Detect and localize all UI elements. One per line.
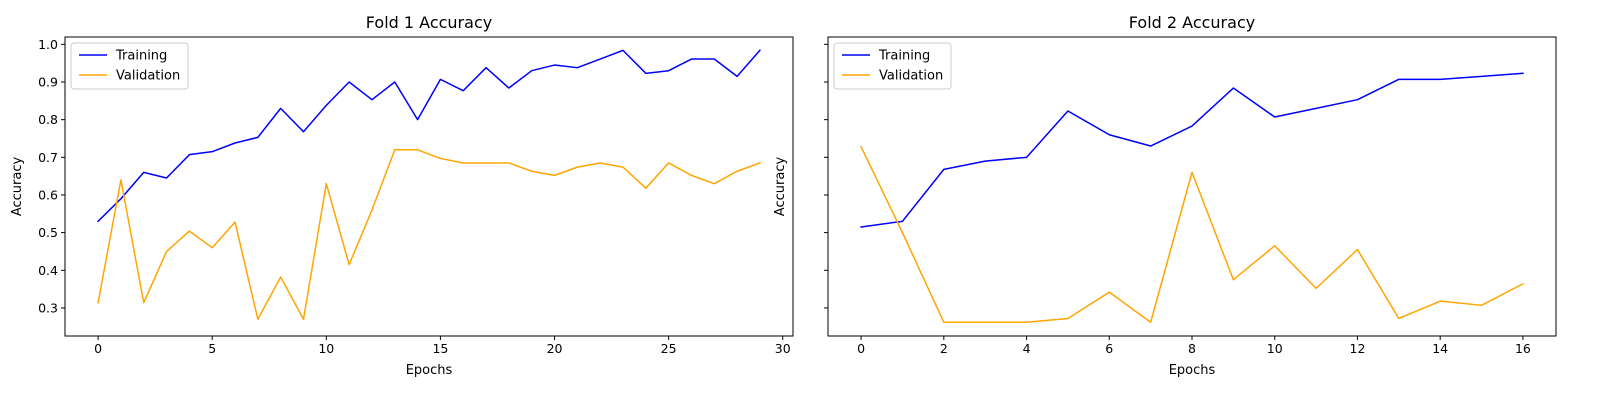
fold2-x-tick-label-12: 12: [1350, 341, 1366, 356]
fold1-y-tick-label-0.8: 0.8: [38, 112, 58, 127]
fold1-y-tick-label-0.9: 0.9: [38, 75, 58, 90]
fold1-legend-training-label: Training: [115, 49, 167, 64]
fold1-x-tick-label-30: 30: [775, 341, 791, 356]
fold2-x-tick-label-6: 6: [1105, 341, 1113, 356]
fold1-validation-line: [97, 149, 761, 320]
fold2-x-tick-label-14: 14: [1432, 341, 1448, 356]
fold1-x-tick-label-25: 25: [661, 341, 677, 356]
fold1-x-axis-label: Epochs: [406, 363, 453, 378]
fold1-x-tick-label-15: 15: [432, 341, 448, 356]
fold2-legend-training-label: Training: [878, 49, 930, 64]
fold2-x-tick-label-16: 16: [1515, 341, 1531, 356]
fold1-y-tick-label-0.5: 0.5: [38, 225, 58, 240]
fold1-title: Fold 1 Accuracy: [366, 13, 492, 32]
fold2-x-tick-label-0: 0: [857, 341, 865, 356]
fold2-validation-line: [860, 145, 1524, 324]
fold1-x-tick-label-5: 5: [208, 341, 216, 356]
fold2-x-tick-label-10: 10: [1267, 341, 1283, 356]
fold2-x-tick-label-4: 4: [1023, 341, 1031, 356]
fold1-y-tick-label-1.0: 1.0: [38, 37, 58, 52]
fold1-legend-validation-label: Validation: [116, 69, 180, 84]
fold1-x-tick-label-20: 20: [547, 341, 563, 356]
fold2-x-axis-label: Epochs: [1169, 363, 1216, 378]
fold1-axes-frame: [64, 36, 794, 337]
fold1-y-tick-label-0.6: 0.6: [38, 187, 58, 202]
fold2-x-tick-label-8: 8: [1188, 341, 1196, 356]
fold1-training-line: [97, 49, 761, 223]
fold2-title: Fold 2 Accuracy: [1129, 13, 1255, 32]
fold1-x-tick-label-10: 10: [318, 341, 334, 356]
fold2-y-axis-label: Accuracy: [773, 157, 788, 217]
fold2-legend-validation-label: Validation: [879, 69, 943, 84]
fold2-x-tick-label-2: 2: [940, 341, 948, 356]
fold1-y-axis-label: Accuracy: [10, 157, 25, 217]
fold1-y-tick-label-0.4: 0.4: [38, 263, 58, 278]
fold2-training-line: [860, 72, 1524, 228]
fold1-x-tick-label-0: 0: [94, 341, 102, 356]
fold2-axes-frame: [827, 36, 1557, 337]
fold1-y-tick-label-0.7: 0.7: [38, 150, 58, 165]
fold1-y-tick-label-0.3: 0.3: [38, 300, 58, 315]
